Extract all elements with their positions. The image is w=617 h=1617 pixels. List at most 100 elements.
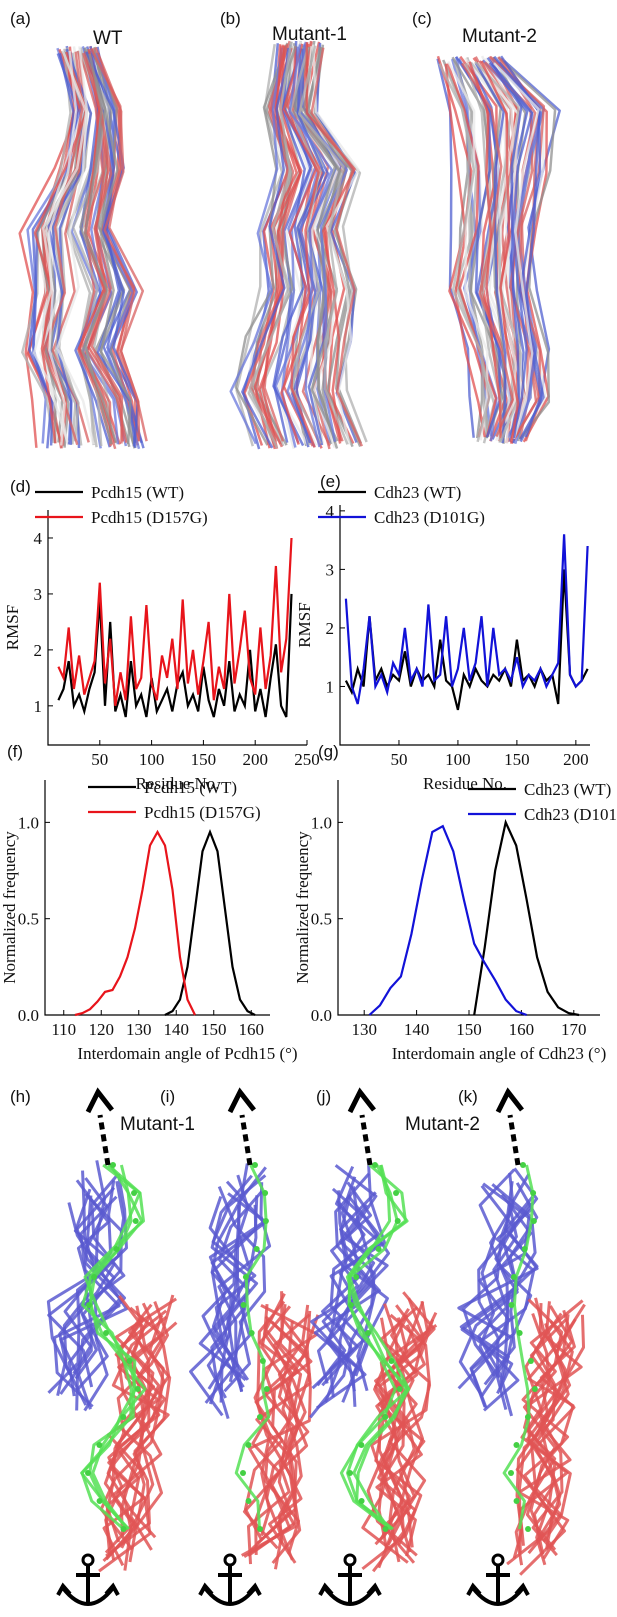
ribbon bbox=[527, 1318, 568, 1566]
ribbon bbox=[316, 1181, 373, 1387]
node bbox=[513, 1498, 520, 1504]
x-tick-label: 140 bbox=[404, 1020, 430, 1039]
node bbox=[85, 1470, 92, 1476]
node bbox=[513, 1442, 520, 1448]
ribbon bbox=[98, 1325, 152, 1573]
strand bbox=[311, 44, 360, 445]
strand bbox=[33, 51, 88, 444]
anchor-ring bbox=[491, 1553, 505, 1567]
ribbon bbox=[361, 1324, 426, 1571]
x-tick-label: 120 bbox=[89, 1020, 115, 1039]
x-axis-label: Residue No. bbox=[135, 774, 219, 793]
node bbox=[110, 1162, 116, 1168]
ribbon bbox=[374, 1311, 438, 1563]
node bbox=[530, 1190, 537, 1196]
ribbon bbox=[47, 1180, 126, 1394]
strand bbox=[461, 62, 514, 438]
panel-label: (k) bbox=[458, 1087, 478, 1106]
strand bbox=[488, 62, 523, 439]
ribbon bbox=[217, 1186, 267, 1393]
strand bbox=[241, 48, 292, 449]
ribbon bbox=[348, 1164, 408, 1531]
y-tick-label: 3 bbox=[326, 560, 335, 579]
ribbon bbox=[345, 1163, 411, 1531]
ribbon bbox=[217, 1182, 272, 1393]
strand bbox=[305, 42, 356, 442]
node bbox=[358, 1498, 365, 1504]
series-line bbox=[74, 829, 196, 1017]
ribbon bbox=[477, 1201, 532, 1411]
y-tick-label: 1 bbox=[326, 677, 335, 696]
ribbon bbox=[81, 1164, 147, 1530]
series-line bbox=[473, 818, 580, 1017]
arrow-head bbox=[85, 1087, 114, 1114]
x-tick-label: 150 bbox=[201, 1020, 227, 1039]
axes-frame bbox=[47, 510, 307, 746]
strand bbox=[41, 51, 88, 446]
node bbox=[531, 1386, 538, 1392]
node bbox=[394, 1218, 401, 1224]
strand bbox=[81, 53, 118, 444]
strand bbox=[480, 60, 520, 444]
ribbon bbox=[532, 1309, 576, 1555]
ribbon bbox=[234, 1164, 271, 1530]
ribbon bbox=[74, 1172, 126, 1380]
strand bbox=[253, 45, 298, 449]
ribbon bbox=[260, 1318, 301, 1561]
legend-label: Cdh23 (D101G) bbox=[524, 805, 617, 824]
ribbon bbox=[479, 1207, 536, 1412]
y-tick-label: 4 bbox=[34, 529, 43, 548]
legend-label: Cdh23 (WT) bbox=[524, 780, 611, 799]
node bbox=[521, 1246, 528, 1252]
node bbox=[516, 1330, 523, 1336]
series-line bbox=[344, 534, 589, 705]
y-tick-label: 0.0 bbox=[18, 1006, 39, 1025]
node bbox=[382, 1526, 389, 1532]
ribbon bbox=[506, 1320, 574, 1566]
anchor-ring bbox=[343, 1553, 357, 1567]
ribbon bbox=[104, 1302, 171, 1555]
anchor-ring bbox=[223, 1553, 237, 1567]
x-tick-label: 150 bbox=[504, 750, 530, 769]
axes-frame bbox=[339, 505, 590, 746]
strand bbox=[493, 62, 540, 440]
node bbox=[520, 1162, 526, 1168]
y-tick-label: 4 bbox=[326, 502, 335, 521]
y-tick-label: 2 bbox=[326, 619, 335, 638]
ribbon bbox=[478, 1168, 516, 1377]
ribbon bbox=[59, 1202, 129, 1411]
node bbox=[120, 1526, 127, 1532]
strand bbox=[32, 50, 78, 443]
arrow-head bbox=[347, 1087, 376, 1114]
arrow-head bbox=[227, 1087, 256, 1114]
strand bbox=[95, 52, 141, 450]
x-tick-label: 250 bbox=[294, 750, 320, 769]
panel-label: (i) bbox=[160, 1087, 175, 1106]
strand bbox=[493, 55, 545, 441]
node bbox=[262, 1218, 269, 1224]
legend-label: Pcdh15 (WT) bbox=[91, 483, 184, 502]
series-line bbox=[164, 828, 256, 1016]
node bbox=[530, 1218, 537, 1224]
node bbox=[393, 1190, 400, 1196]
strand bbox=[438, 63, 491, 443]
panel-label: (d) bbox=[10, 477, 31, 496]
series-line bbox=[368, 824, 527, 1017]
node bbox=[353, 1274, 360, 1280]
x-axis-label: Residue No. bbox=[423, 774, 507, 793]
anchor bbox=[198, 1565, 262, 1606]
panel-title: Mutant-1 bbox=[120, 1114, 195, 1135]
node bbox=[86, 1302, 93, 1308]
x-tick-label: 160 bbox=[509, 1020, 535, 1039]
ribbon bbox=[457, 1167, 539, 1381]
node bbox=[348, 1302, 355, 1308]
strand bbox=[288, 44, 334, 448]
panel-label: (j) bbox=[316, 1087, 331, 1106]
panel-label: (g) bbox=[318, 742, 339, 761]
x-tick-label: 170 bbox=[561, 1020, 587, 1039]
node bbox=[240, 1302, 247, 1308]
node bbox=[396, 1386, 403, 1392]
strand bbox=[452, 60, 488, 438]
pull-arrow bbox=[359, 1114, 373, 1166]
x-axis-label: Interdomain angle of Pcdh15 (°) bbox=[77, 1044, 297, 1063]
